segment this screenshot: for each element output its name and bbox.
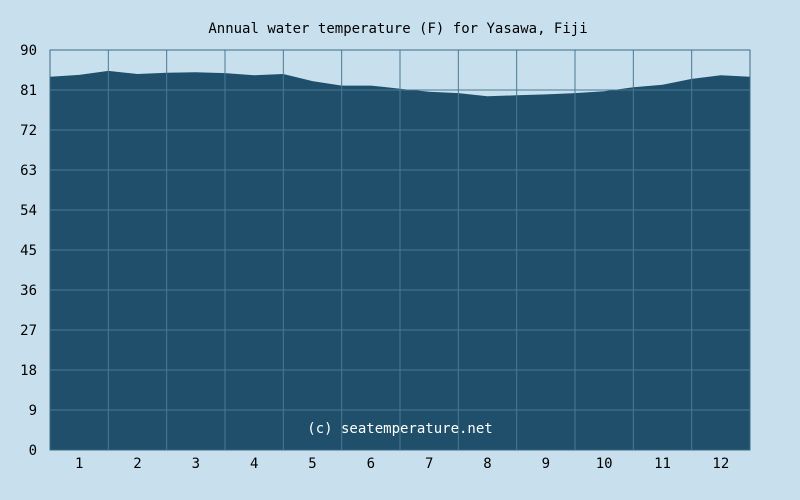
y-tick-label: 0: [29, 443, 37, 459]
plot-border: [49, 49, 751, 451]
y-tick-label: 18: [20, 363, 37, 379]
x-tick-label: 1: [75, 456, 83, 472]
x-tick-label: 12: [712, 456, 729, 472]
x-tick-label: 4: [250, 456, 258, 472]
y-tick-label: 27: [20, 323, 37, 339]
x-tick-label: 9: [542, 456, 550, 472]
x-tick-label: 10: [596, 456, 613, 472]
y-tick-label: 45: [20, 243, 37, 259]
y-tick-label: 9: [29, 403, 37, 419]
x-tick-label: 2: [133, 456, 141, 472]
x-tick-label: 5: [308, 456, 316, 472]
y-tick-label: 36: [20, 283, 37, 299]
x-tick-label: 11: [654, 456, 671, 472]
y-tick-label: 54: [20, 203, 37, 219]
x-tick-label: 3: [192, 456, 200, 472]
y-tick-label: 63: [20, 163, 37, 179]
y-tick-label: 90: [20, 43, 37, 59]
x-tick-label: 7: [425, 456, 433, 472]
y-tick-label: 81: [20, 83, 37, 99]
x-tick-label: 8: [483, 456, 491, 472]
copyright-annotation: (c) seatemperature.net: [307, 421, 492, 437]
x-tick-label: 6: [367, 456, 375, 472]
chart-title: Annual water temperature (F) for Yasawa,…: [208, 21, 587, 37]
y-tick-label: 72: [20, 123, 37, 139]
